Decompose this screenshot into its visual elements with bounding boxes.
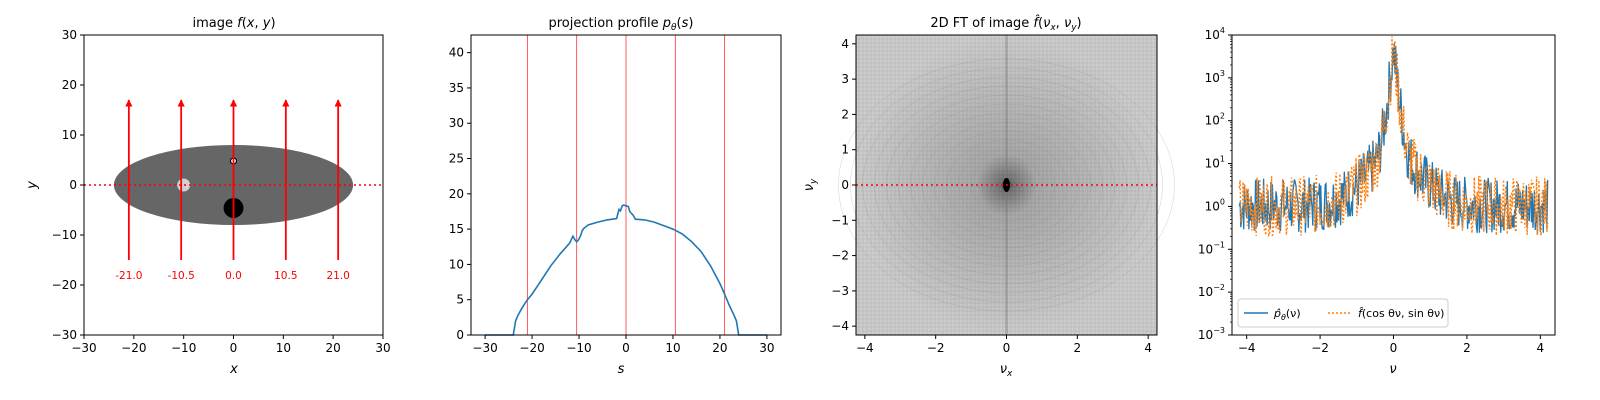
fourier-ring: [934, 130, 1079, 240]
y-tick-label: 10: [449, 257, 464, 271]
legend-label-fourier: f̂(cos θν, sin θν): [1358, 307, 1444, 320]
x-tick-label: 10: [665, 341, 680, 355]
legend-label-projection: p̂θ(ν): [1273, 307, 1301, 322]
image-y-label: y: [25, 181, 40, 190]
projection-panel-title: projection profile pθ(s): [549, 16, 694, 33]
legend-box: [1237, 298, 1449, 328]
image-axes: −30 −20 −10 0 10 20 30 −30 −20 −10 0 10 20 30: [52, 28, 391, 355]
y-tick-label: 30: [449, 116, 464, 130]
y-tick-label: 1: [841, 143, 849, 157]
y-tick-label: 103: [1205, 69, 1225, 85]
y-tick-label: −20: [52, 278, 77, 292]
x-tick-label: −4: [856, 341, 874, 355]
fourier-panel-title: 2D FT of image f̂(νx, νy): [930, 16, 1081, 33]
image-x-label: x: [229, 362, 238, 377]
y-tick-label: 35: [449, 81, 464, 95]
y-tick-label: 20: [449, 187, 464, 201]
image-plot-area: -21.0 -10.5 0.0 10.5 21.0: [84, 99, 383, 282]
y-tick-label: 25: [449, 152, 464, 166]
y-tick-label: 0: [456, 328, 464, 342]
projection-profile-line: [485, 204, 767, 336]
spectrum-panel: −4 −2 0 2 4 10−3 10−2 10−1 100 101 102 103 104 ν p̂θ…: [1198, 26, 1556, 377]
fourier-ring: [958, 148, 1055, 222]
x-tick-label: −2: [1311, 341, 1329, 355]
y-tick-label: 10−3: [1198, 326, 1225, 342]
y-tick-label: 4: [841, 37, 849, 51]
fourier-panel: 2D FT of image f̂(νx, νy) −4 −2 0 2 4−4−3−2−…: [802, 16, 1175, 379]
y-tick-label: 102: [1205, 112, 1225, 128]
x-tick-label: −30: [472, 341, 497, 355]
fourier-ring: [994, 175, 1019, 195]
x-tick-label: 30: [759, 341, 774, 355]
spectrum-plot-area: [1238, 36, 1549, 237]
projection-plot-area: [485, 35, 767, 336]
y-tick-label: 101: [1205, 155, 1225, 171]
x-tick-label: 0: [1390, 341, 1398, 355]
fourier-axes: −4 −2 0 2 4 −4 −3 −2 −1 0 1 2 3 4: [831, 34, 1158, 355]
ray-label: 0.0: [225, 270, 242, 282]
fourier-x-label: νx: [1000, 362, 1013, 379]
y-tick-label: 0: [841, 178, 849, 192]
y-tick-label: 0: [69, 178, 77, 192]
x-tick-label: 0: [1003, 341, 1011, 355]
x-tick-label: −10: [566, 341, 591, 355]
y-tick-label: 30: [62, 28, 77, 42]
y-tick-label: 20: [62, 78, 77, 92]
y-tick-label: −1: [831, 213, 849, 227]
ray-label: -10.5: [168, 270, 195, 282]
ray-label: 10.5: [274, 270, 297, 282]
x-tick-label: −10: [171, 341, 196, 355]
fourier-ring: [850, 67, 1163, 303]
fourier-y-label: νy: [802, 178, 819, 191]
image-panel-title: image f(x, y): [192, 16, 275, 31]
projection-axes: −30 −20 −10 0 10 20 30 0 5 10 15 20 25 30 35 40: [449, 34, 782, 355]
x-tick-label: 20: [326, 341, 341, 355]
y-tick-label: 10: [62, 128, 77, 142]
x-tick-label: 4: [1144, 341, 1152, 355]
spectrum-fourier-slice-line: [1238, 36, 1549, 237]
fourier-ring: [838, 58, 1175, 312]
x-tick-label: 30: [375, 341, 390, 355]
y-tick-label: 100: [1205, 197, 1225, 213]
fourier-plot-area: [838, 35, 1175, 335]
y-tick-label: 15: [449, 222, 464, 236]
projection-panel: projection profile pθ(s) −30 −20 −10 0 10 20 3…: [449, 16, 782, 377]
x-tick-label: −30: [71, 341, 96, 355]
y-tick-label: 3: [841, 72, 849, 86]
y-tick-label: 5: [456, 293, 464, 307]
spectrum-axes: −4 −2 0 2 4 10−3 10−2 10−1 100 101 102 103 104: [1198, 26, 1556, 355]
y-tick-label: 2: [841, 107, 849, 121]
y-tick-label: −3: [831, 284, 849, 298]
x-tick-label: −20: [519, 341, 544, 355]
ray-label: 21.0: [326, 270, 349, 282]
y-tick-label: −10: [52, 228, 77, 242]
x-tick-label: 2: [1463, 341, 1471, 355]
x-tick-label: 0: [622, 341, 630, 355]
y-tick-label: −2: [831, 249, 849, 263]
image-panel: image f(x, y) -21.0 -10.5 0.0 10.5 21.0 −30−…: [25, 16, 391, 377]
y-tick-label: −30: [52, 328, 77, 342]
y-tick-label: 10−2: [1198, 283, 1225, 299]
fourier-ring: [898, 103, 1115, 267]
y-tick-label: 104: [1205, 26, 1225, 42]
x-tick-label: −4: [1238, 341, 1256, 355]
spectrum-legend: p̂θ(ν) f̂(cos θν, sin θν): [1237, 298, 1449, 328]
x-tick-label: 20: [712, 341, 727, 355]
y-tick-label: −4: [831, 319, 849, 333]
fourier-ring: [874, 85, 1139, 285]
projection-x-label: s: [618, 362, 625, 377]
x-tick-label: 0: [230, 341, 238, 355]
y-tick-label: 40: [449, 46, 464, 60]
x-tick-label: 2: [1074, 341, 1082, 355]
x-tick-label: −20: [121, 341, 146, 355]
x-tick-label: −2: [927, 341, 945, 355]
y-tick-label: 10−1: [1198, 240, 1225, 256]
spectrum-x-label: ν: [1389, 362, 1396, 377]
x-tick-label: 10: [276, 341, 291, 355]
x-tick-label: 4: [1536, 341, 1544, 355]
ray-label: -21.0: [115, 270, 142, 282]
